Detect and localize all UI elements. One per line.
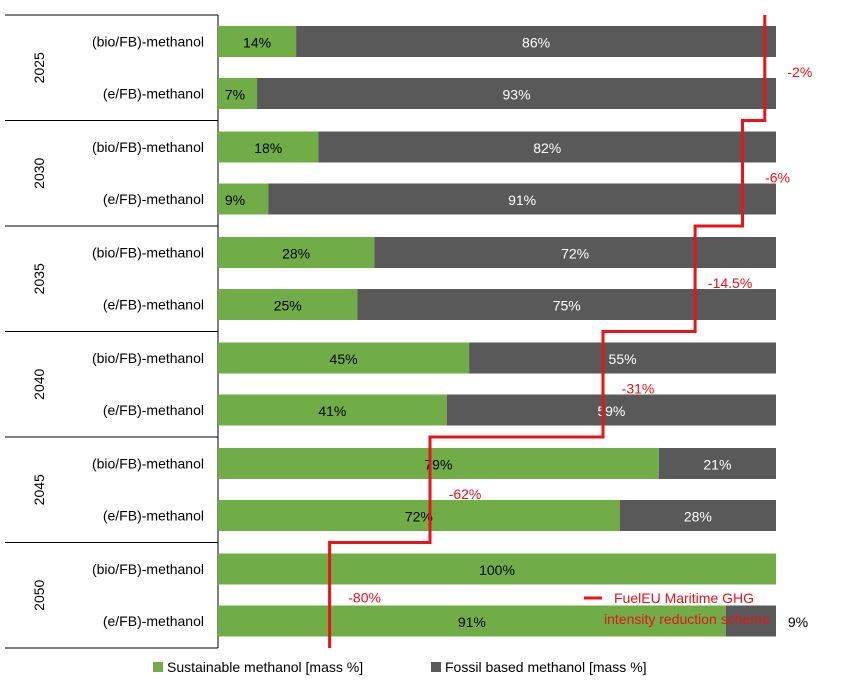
data-label-sustainable: 18%	[254, 140, 282, 156]
year-label-2050: 2050	[31, 579, 47, 610]
category-label: (e/FB)-methanol	[103, 191, 204, 207]
bar-fossil	[318, 131, 776, 163]
data-label-fossil: 82%	[533, 140, 561, 156]
reduction-legend-line1: FuelEU Maritime GHG	[614, 590, 754, 606]
bar-fossil	[268, 183, 776, 215]
data-label-fossil: 75%	[553, 298, 581, 314]
data-label-fossil: 93%	[503, 87, 531, 103]
bar-sustainable	[218, 26, 297, 57]
year-label-2045: 2045	[31, 474, 47, 505]
data-label-fossil: 9%	[788, 614, 808, 630]
data-label-fossil: 91%	[508, 192, 536, 208]
bar-sustainable	[218, 394, 447, 426]
bar-sustainable	[218, 448, 659, 479]
bar-sustainable	[218, 342, 470, 374]
data-label-sustainable: 72%	[405, 509, 433, 525]
data-label-sustainable: 25%	[274, 298, 302, 314]
year-label-2035: 2035	[31, 263, 47, 294]
category-label: (e/FB)-methanol	[103, 402, 204, 418]
data-label-sustainable: 41%	[318, 403, 346, 419]
data-label-sustainable: 7%	[225, 87, 245, 103]
reduction-step-line	[328, 15, 767, 648]
year-label-2030: 2030	[31, 157, 47, 188]
legend-swatch-fossil	[431, 662, 441, 672]
data-label-fossil: 72%	[561, 246, 589, 262]
legend-swatch-sustainable	[153, 662, 163, 672]
category-label: (e/FB)-methanol	[103, 297, 204, 313]
bar-sustainable	[218, 289, 358, 320]
bar-fossil	[725, 605, 776, 637]
bar-fossil	[446, 394, 776, 426]
bars-layer	[218, 26, 776, 637]
category-label: (e/FB)-methanol	[103, 508, 204, 524]
category-label: (bio/FB)-methanol	[92, 561, 204, 577]
bar-sustainable	[218, 553, 776, 585]
data-label-fossil: 86%	[522, 35, 550, 51]
category-label: (e/FB)-methanol	[103, 86, 204, 102]
reduction-label-2050: -80%	[348, 590, 381, 606]
category-label: (bio/FB)-methanol	[92, 245, 204, 261]
reduction-scheme-layer: -2% -6% -14.5% -31% -62% -80% FuelEU Maritime …	[328, 15, 812, 648]
data-label-sustainable: 100%	[479, 562, 515, 578]
bar-sustainable	[218, 183, 269, 215]
bar-sustainable	[218, 131, 319, 163]
data-label-sustainable: 91%	[458, 614, 486, 630]
legend-label-fossil: Fossil based methanol [mass %]	[445, 659, 647, 675]
data-label-sustainable: 14%	[243, 35, 271, 51]
bar-fossil	[619, 500, 776, 531]
data-label-fossil: 55%	[609, 351, 637, 367]
bar-fossil	[469, 342, 776, 374]
bar-fossil	[658, 448, 776, 479]
year-label-2025: 2025	[31, 52, 47, 83]
category-label: (bio/FB)-methanol	[92, 34, 204, 50]
data-label-sustainable: 45%	[330, 351, 358, 367]
bar-fossil	[257, 78, 776, 109]
legend: Sustainable methanol [mass %] Fossil base…	[153, 659, 647, 675]
data-label-fossil: 21%	[703, 457, 731, 473]
bar-fossil	[296, 26, 776, 57]
category-label: (bio/FB)-methanol	[92, 350, 204, 366]
bar-fossil	[357, 289, 776, 320]
bar-fossil	[374, 237, 776, 268]
category-label: (e/FB)-methanol	[103, 613, 204, 629]
reduction-label-2035: -14.5%	[708, 275, 752, 291]
data-label-sustainable: 28%	[282, 246, 310, 262]
category-label: (bio/FB)-methanol	[92, 456, 204, 472]
bar-sustainable	[218, 78, 258, 109]
bar-sustainable	[218, 237, 375, 268]
data-label-fossil: 28%	[684, 509, 712, 525]
bar-sustainable	[218, 605, 726, 637]
category-label: (bio/FB)-methanol	[92, 139, 204, 155]
data-label-sustainable: 9%	[225, 192, 245, 208]
reduction-label-2030: -6%	[765, 170, 790, 186]
chart-frame	[5, 14, 219, 649]
bar-sustainable	[218, 500, 620, 531]
reduction-label-2045: -62%	[449, 486, 482, 502]
reduction-label-2025: -2%	[787, 64, 812, 80]
year-label-2040: 2040	[31, 368, 47, 399]
legend-label-sustainable: Sustainable methanol [mass %]	[167, 659, 363, 675]
reduction-legend-line2: intensity reduction scheme	[604, 611, 770, 627]
reduction-label-2040: -31%	[622, 381, 655, 397]
